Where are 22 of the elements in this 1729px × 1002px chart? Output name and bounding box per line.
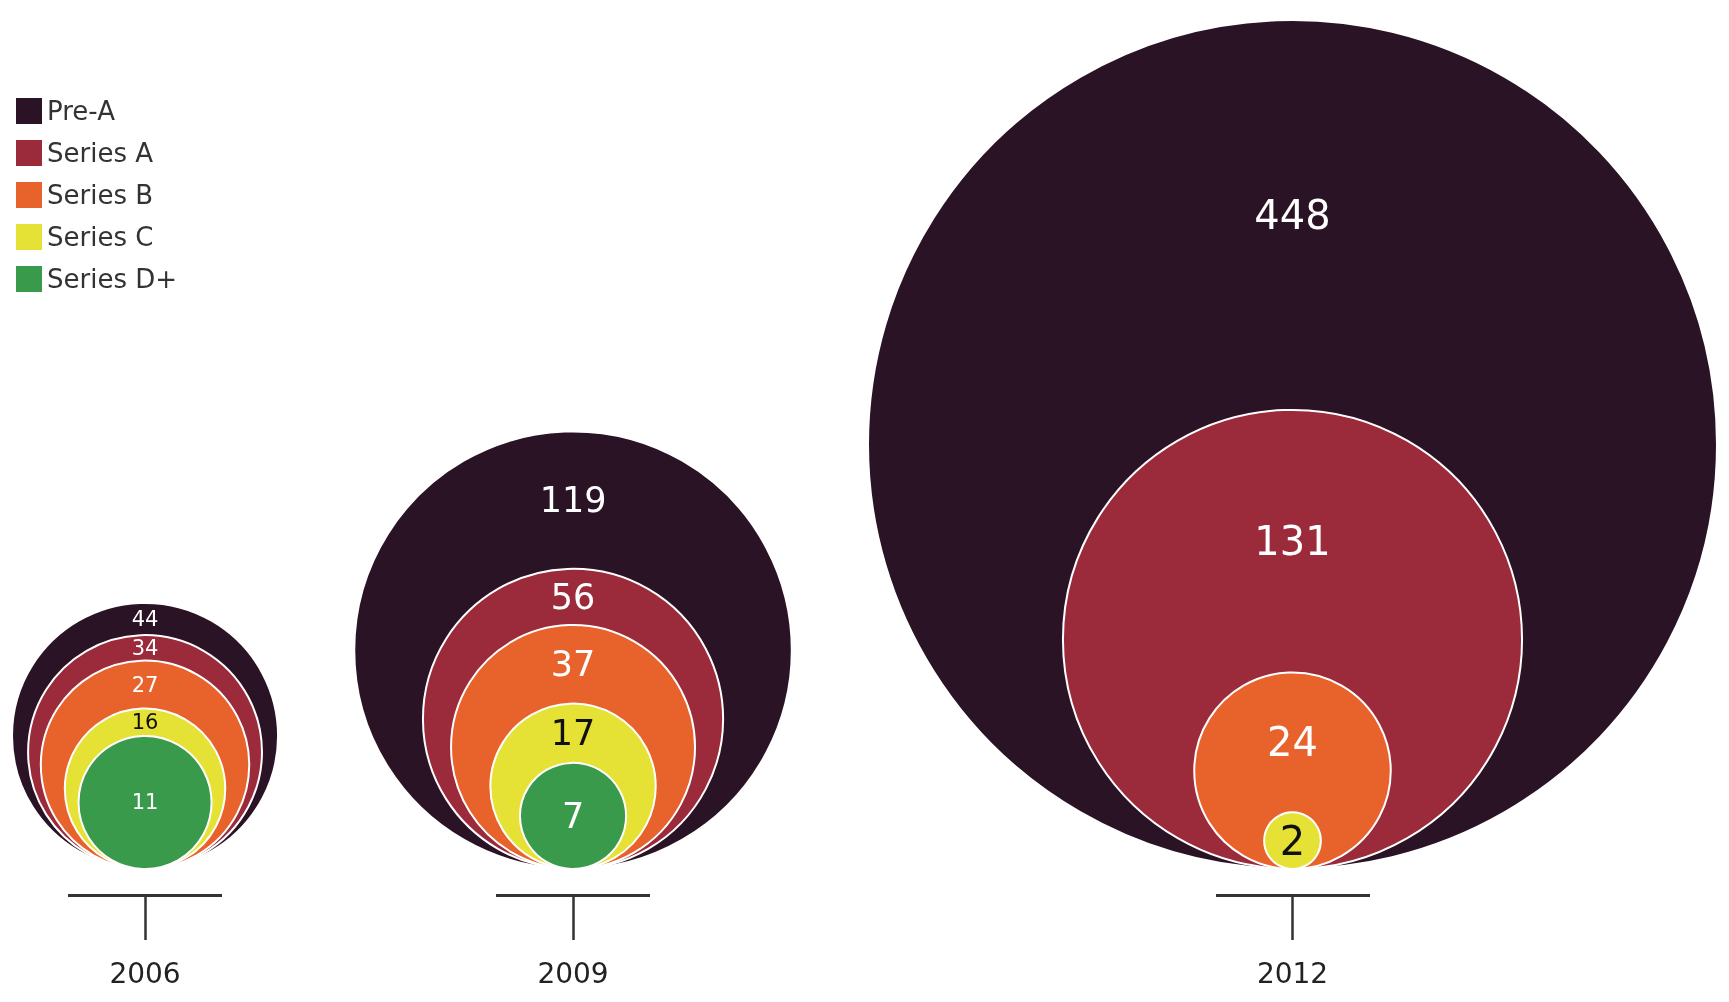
data-label: 44	[131, 607, 159, 632]
data-label: 17	[550, 713, 596, 754]
data-label: 448	[1254, 191, 1331, 238]
data-label: 119	[539, 480, 607, 521]
data-label: 56	[550, 576, 596, 617]
data-label: 34	[131, 635, 159, 660]
data-label: 131	[1254, 518, 1331, 565]
data-label: 27	[131, 672, 159, 697]
category-label: 2012	[1256, 956, 1329, 990]
legend-label: Series A	[47, 138, 154, 168]
data-label: 37	[550, 644, 596, 685]
legend-label: Series C	[47, 222, 154, 252]
legend-label: Pre-A	[47, 96, 116, 126]
data-label: 16	[131, 710, 159, 735]
data-label: 2	[1279, 817, 1306, 864]
category-label: 2006	[109, 956, 181, 990]
category-label: 2009	[537, 956, 609, 990]
legend-label: Series B	[47, 180, 154, 210]
data-label: 24	[1267, 719, 1318, 766]
data-label: 7	[561, 795, 585, 836]
data-label: 11	[131, 790, 159, 815]
legend-label: Series D+	[47, 264, 178, 294]
